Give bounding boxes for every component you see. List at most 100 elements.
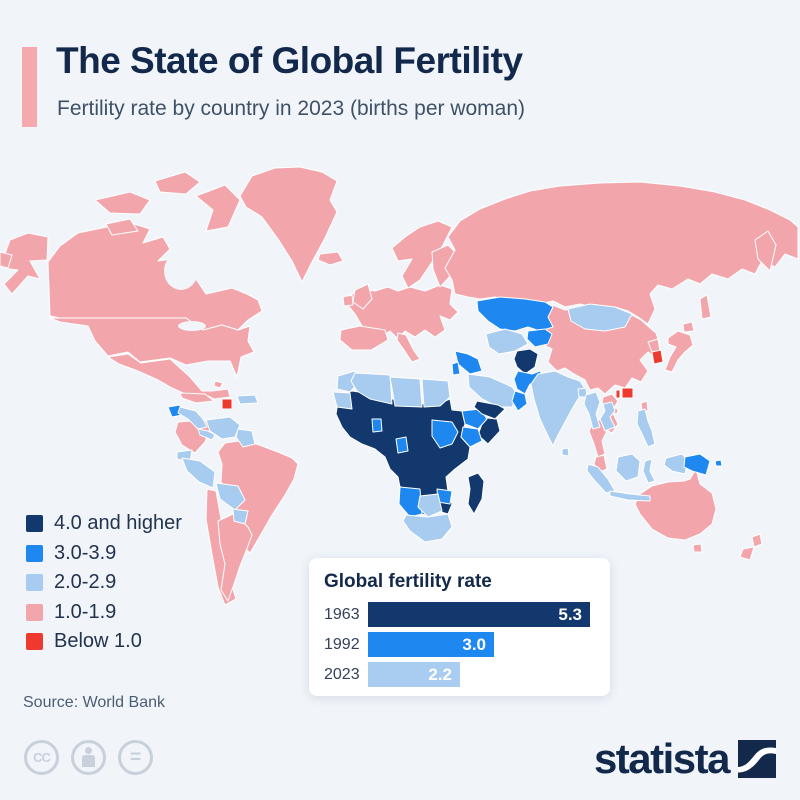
- great-lakes: [178, 321, 206, 331]
- person-body: [82, 755, 95, 767]
- region-jordan: [451, 361, 461, 376]
- bar-row-2023: 2023 2.2: [324, 662, 595, 687]
- region-ireland: [342, 294, 354, 307]
- cc-icon: CC: [24, 740, 59, 775]
- region-tasmania: [692, 543, 703, 553]
- region-paraguay: [232, 508, 249, 525]
- bar-value: 2.2: [428, 664, 452, 684]
- legend-item: 2.0-2.9: [26, 568, 182, 598]
- region-greenland: [239, 166, 338, 283]
- hudson-bay: [164, 252, 198, 290]
- region-hokkaido: [682, 321, 695, 333]
- region-south-africa: [402, 513, 453, 543]
- legend-item: 1.0-1.9: [26, 598, 182, 628]
- legend-swatch-4plus: [26, 515, 43, 533]
- region-sakhalin: [699, 294, 712, 320]
- region-australia: [634, 468, 717, 541]
- hong-kong-marker: [621, 387, 634, 399]
- region-philippines: [636, 408, 656, 448]
- region-iceland: [317, 251, 344, 266]
- region-sulawesi: [642, 458, 656, 484]
- region-new-zealand: [751, 533, 763, 548]
- legend: 4.0 and higher 3.0-3.9 2.0-2.9 1.0-1.9 B…: [26, 509, 182, 657]
- region-taiwan: [640, 400, 649, 412]
- bar-value: 5.3: [558, 604, 582, 624]
- bar-row-1963: 1963 5.3: [324, 602, 595, 627]
- bar-year-label: 1963: [324, 605, 360, 623]
- region-arctic-island: [105, 218, 139, 236]
- region-chukotka: [0, 251, 13, 269]
- region-bolivia: [215, 482, 246, 511]
- legend-label: 1.0-1.9: [54, 600, 117, 623]
- region-kamchatka: [754, 230, 777, 272]
- region-myanmar: [583, 391, 601, 430]
- region-panama: [197, 428, 216, 441]
- source-note: Source: World Bank: [23, 694, 165, 711]
- region-yemen: [473, 400, 506, 420]
- region-peru: [181, 457, 216, 489]
- page-title: The State of Global Fertility: [56, 40, 523, 81]
- region-arctic-island: [94, 191, 151, 215]
- region-egypt: [421, 378, 451, 408]
- region-libya: [389, 376, 423, 408]
- region-argentina: [217, 513, 253, 602]
- legend-swatch-2: [26, 574, 43, 592]
- region-ghana: [371, 418, 383, 433]
- region-sri-lanka: [561, 447, 570, 457]
- region-java: [609, 490, 651, 502]
- legend-item: 4.0 and higher: [26, 509, 182, 539]
- region-cuba: [179, 392, 215, 404]
- region-honduras: [177, 406, 208, 430]
- region-hispaniola: [236, 394, 259, 405]
- legend-item: 3.0-3.9: [26, 539, 182, 569]
- legend-label: 3.0-3.9: [54, 541, 117, 564]
- region-algeria: [350, 372, 393, 405]
- statista-wordmark: statista: [593, 735, 731, 782]
- region-venezuela: [205, 416, 241, 440]
- bar-value: 3.0: [462, 634, 486, 654]
- legend-label: 4.0 and higher: [54, 512, 182, 535]
- bar-1992: 3.0: [368, 632, 494, 657]
- title-accent-bar: [22, 47, 37, 127]
- region-russia: [444, 181, 799, 325]
- statista-logo: statista: [593, 735, 776, 782]
- person-head: [85, 747, 92, 754]
- region-kyrgyzstan: [526, 328, 553, 348]
- region-italy: [396, 332, 421, 363]
- region-arctic-island: [154, 171, 201, 195]
- legend-label: Below 1.0: [54, 630, 142, 653]
- region-scandinavia: [391, 220, 453, 289]
- region-west-papua: [663, 453, 689, 475]
- region-solomon-islands: [714, 459, 723, 467]
- bar-1963: 5.3: [368, 602, 590, 627]
- page-subtitle: Fertility rate by country in 2023 (birth…: [57, 97, 526, 120]
- no-derivatives-icon: =: [118, 740, 153, 775]
- inset-bar-chart: Global fertility rate 1963 5.3 1992 3.0 …: [309, 558, 610, 696]
- legend-label: 2.0-2.9: [54, 571, 117, 594]
- region-alaska: [1, 232, 49, 295]
- legend-swatch-1: [26, 603, 43, 621]
- region-iberia: [339, 325, 389, 351]
- attribution-person-icon: [71, 740, 106, 775]
- region-kazakhstan: [476, 296, 554, 332]
- region-guyanas: [235, 428, 256, 448]
- legend-swatch-below1: [26, 633, 43, 651]
- region-new-zealand: [739, 546, 755, 561]
- region-madagascar: [467, 472, 485, 515]
- inset-title: Global fertility rate: [324, 571, 492, 592]
- region-laos-cambodia: [599, 401, 616, 432]
- bar-2023: 2.2: [368, 662, 460, 687]
- region-mongolia: [567, 303, 633, 332]
- region-brazil: [217, 439, 299, 554]
- puerto-rico-marker: [221, 398, 233, 410]
- region-india: [530, 370, 586, 447]
- legend-swatch-3: [26, 544, 43, 562]
- region-baffin-island: [195, 184, 241, 232]
- region-borneo: [615, 453, 641, 482]
- region-afghanistan: [513, 348, 539, 375]
- region-south-korea: [651, 349, 664, 365]
- bar-row-1992: 1992 3.0: [324, 632, 595, 657]
- region-south-sudan: [431, 419, 459, 449]
